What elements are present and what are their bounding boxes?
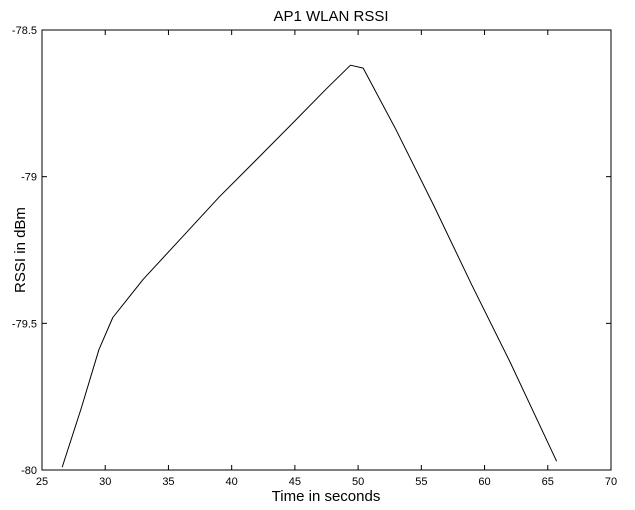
x-axis-label: Time in seconds xyxy=(272,488,381,505)
x-tick-label: 70 xyxy=(605,476,617,488)
y-tick-label: -79 xyxy=(21,172,37,184)
x-tick-label: 55 xyxy=(415,476,427,488)
x-tick-label: 40 xyxy=(226,476,238,488)
series-layer xyxy=(61,64,558,468)
y-tick-label: -78.5 xyxy=(12,25,37,37)
chart-title: AP1 WLAN RSSI xyxy=(273,8,388,25)
tick-labels-layer: 25 30 35 40 45 50 55 60 65 70 -80 -79.5 -79 -78.5 xyxy=(12,25,617,488)
y-tick-label: -80 xyxy=(21,465,37,477)
y-axis-label: RSSI in dBm xyxy=(12,207,29,293)
x-tick-label: 25 xyxy=(36,476,48,488)
x-tick-label: 45 xyxy=(289,476,301,488)
x-tick-label: 65 xyxy=(542,476,554,488)
x-tick-label: 30 xyxy=(99,476,111,488)
x-tick-label: 35 xyxy=(162,476,174,488)
x-tick-label: 50 xyxy=(352,476,364,488)
series-line xyxy=(61,64,558,468)
x-tick-label: 60 xyxy=(478,476,490,488)
y-tick-label: -79.5 xyxy=(12,318,37,330)
plot-area-frame xyxy=(41,29,612,471)
